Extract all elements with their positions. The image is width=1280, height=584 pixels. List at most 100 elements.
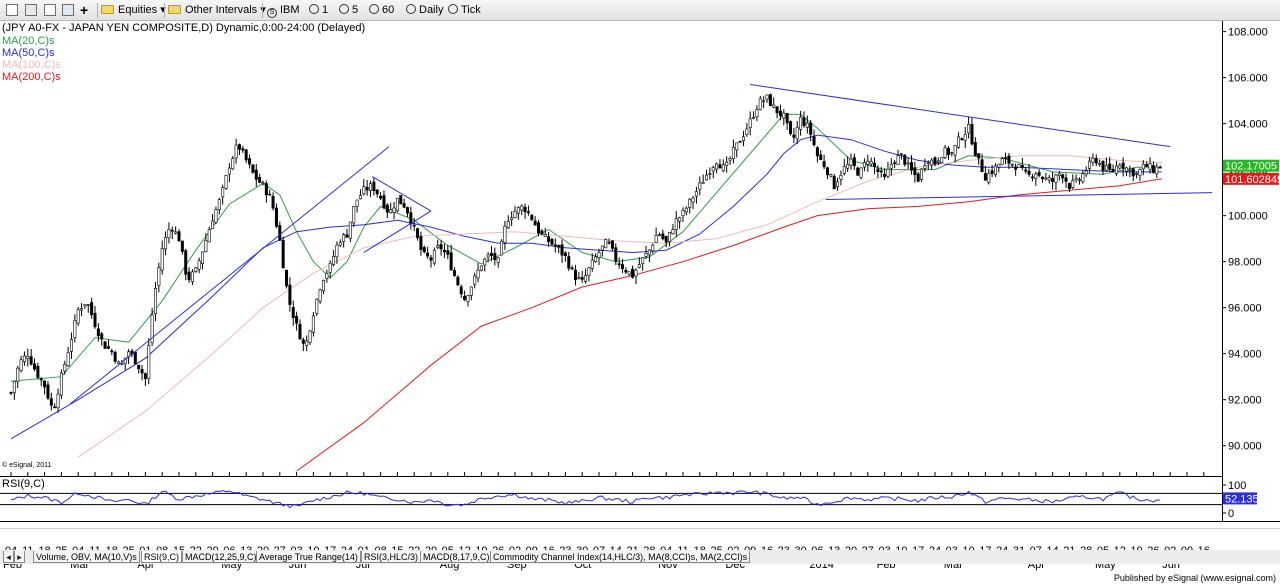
candle-body bbox=[1155, 166, 1159, 175]
candle-body bbox=[879, 170, 883, 173]
other-intervals-button[interactable]: Other Intervals ▾ bbox=[168, 3, 266, 18]
tab-cci[interactable]: Commodity Channel Index(14,HLC/3), MA(8,… bbox=[490, 551, 751, 563]
candle-body bbox=[1148, 163, 1152, 170]
candle-body bbox=[53, 406, 57, 409]
add-icon[interactable]: + bbox=[80, 2, 89, 18]
candle-body bbox=[657, 234, 661, 237]
candle-body bbox=[590, 259, 594, 269]
save-icon[interactable] bbox=[62, 4, 74, 16]
candle-body bbox=[197, 260, 201, 270]
candle-body bbox=[812, 136, 816, 146]
last-value-box bbox=[1223, 159, 1279, 172]
candle-body bbox=[1020, 165, 1024, 168]
candle-body bbox=[762, 100, 766, 103]
candle-body bbox=[957, 136, 961, 148]
candle-body bbox=[886, 168, 890, 177]
candle-body bbox=[251, 164, 255, 173]
interval-1-button[interactable]: 1 bbox=[309, 3, 328, 18]
clock-icon bbox=[448, 4, 458, 14]
candle-body bbox=[86, 304, 90, 306]
candle-body bbox=[839, 174, 843, 180]
candle-body bbox=[1077, 179, 1081, 181]
candle-body bbox=[479, 265, 483, 271]
candle-body bbox=[597, 252, 601, 258]
candle-body bbox=[832, 176, 836, 190]
new-chart-icon[interactable] bbox=[6, 4, 18, 16]
candle-body bbox=[93, 312, 97, 328]
y-tick-label: 96.000 bbox=[1228, 303, 1262, 315]
table-icon[interactable] bbox=[44, 4, 56, 16]
tab-rsi[interactable]: RSI(9,C) bbox=[141, 551, 183, 563]
candle-body bbox=[943, 147, 947, 158]
candle-body bbox=[668, 232, 672, 242]
interval-label: Daily bbox=[419, 4, 444, 16]
interval-60-button[interactable]: 60 bbox=[369, 3, 394, 18]
candle-body bbox=[73, 320, 77, 338]
candle-body bbox=[614, 247, 618, 262]
candle-body bbox=[752, 116, 756, 119]
candle-body bbox=[980, 159, 984, 173]
candle-body bbox=[1024, 169, 1028, 172]
candle-body bbox=[133, 351, 137, 365]
interval-label: 1 bbox=[322, 4, 329, 16]
candle-body bbox=[651, 244, 655, 252]
y-tick-label: 108.000 bbox=[1228, 27, 1268, 39]
candle-body bbox=[1074, 177, 1078, 181]
interval-tick-button[interactable]: Tick bbox=[448, 3, 481, 18]
price-chart[interactable]: 90.000 92.000 94.000 96.000 98.000 100.000 102… bbox=[0, 21, 1280, 584]
tab-scroll-left-icon[interactable]: ◂ bbox=[3, 551, 14, 563]
candle-body bbox=[39, 378, 43, 381]
candle-body bbox=[785, 112, 789, 124]
candle-body bbox=[1108, 163, 1112, 170]
candle-body bbox=[849, 158, 853, 166]
candle-body bbox=[587, 267, 591, 276]
equities-button[interactable]: Equities ▾ bbox=[101, 3, 166, 18]
rsi-plot bbox=[0, 489, 1222, 509]
candle-body bbox=[735, 142, 739, 151]
candle-body bbox=[906, 162, 910, 165]
candle-body bbox=[725, 161, 729, 166]
clock-icon bbox=[406, 4, 416, 14]
symbol-button[interactable]: S IBM bbox=[267, 3, 300, 18]
candle-body bbox=[990, 170, 994, 174]
candle-body bbox=[674, 218, 678, 230]
interval-5-button[interactable]: 5 bbox=[339, 3, 358, 18]
candle-body bbox=[26, 355, 30, 359]
candle-body bbox=[644, 253, 648, 257]
candle-body bbox=[533, 220, 537, 226]
candle-body bbox=[570, 267, 574, 270]
interval-daily-button[interactable]: Daily bbox=[406, 3, 443, 18]
candle-body bbox=[157, 267, 161, 286]
candle-body bbox=[1034, 173, 1038, 179]
candle-body bbox=[325, 272, 329, 279]
candle-body bbox=[862, 162, 866, 168]
tab-scroll-right-icon[interactable]: ▸ bbox=[14, 551, 25, 563]
tab-atr[interactable]: Average True Range(14) bbox=[256, 551, 361, 563]
candle-body bbox=[426, 252, 430, 257]
candle-body bbox=[1047, 177, 1051, 181]
tab-macd[interactable]: MACD(12,25,9,C) bbox=[182, 551, 260, 563]
toolbar-separator bbox=[164, 3, 165, 18]
candle-body bbox=[66, 352, 70, 367]
candle-body bbox=[446, 250, 450, 255]
candle-body bbox=[342, 234, 346, 242]
last-value-box bbox=[1223, 172, 1279, 185]
candle-body bbox=[493, 253, 497, 261]
candle-body bbox=[113, 351, 117, 362]
candle-body bbox=[224, 175, 228, 189]
chart-area[interactable]: 90.000 92.000 94.000 96.000 98.000 100.000 102… bbox=[0, 21, 1280, 584]
candle-body bbox=[1004, 157, 1008, 159]
candle-body bbox=[637, 264, 641, 268]
tab-macd-fast[interactable]: MACD(8,17,9,C) bbox=[420, 551, 493, 563]
candle-body bbox=[69, 339, 73, 352]
candle-body bbox=[664, 236, 668, 243]
tab-rsi-hlc[interactable]: RSI(3,HLC/3) bbox=[361, 551, 422, 563]
candle-body bbox=[234, 144, 238, 159]
ma100-legend: MA(100,C)s bbox=[2, 59, 61, 71]
chart-grid-icon[interactable] bbox=[25, 4, 37, 16]
candle-body bbox=[856, 167, 860, 176]
candle-body bbox=[1088, 160, 1092, 169]
candle-body bbox=[258, 176, 262, 183]
candle-body bbox=[194, 267, 198, 272]
tab-volume[interactable]: Volume, OBV, MA(10,V)s bbox=[33, 551, 140, 563]
